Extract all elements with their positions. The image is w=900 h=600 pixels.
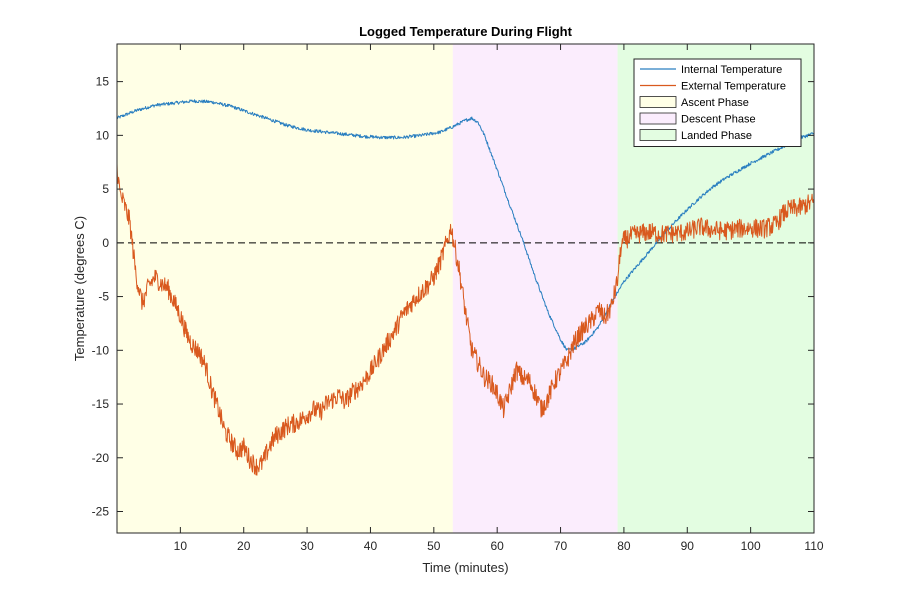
y-tick-label-3: -10 — [92, 343, 110, 357]
x-tick-label-7: 80 — [617, 539, 631, 553]
legend: Internal Temperature External Temperature… — [633, 58, 802, 147]
y-tick-label-4: -5 — [98, 290, 109, 304]
x-tick-label-4: 50 — [427, 539, 441, 553]
x-tick-label-8: 90 — [681, 539, 695, 553]
x-tick-label-2: 30 — [300, 539, 314, 553]
legend-swatch-patch-4 — [639, 129, 677, 141]
legend-swatch-patch-3 — [639, 112, 677, 125]
x-tick-label-3: 40 — [364, 539, 378, 553]
x-axis-ticks: 10 20 30 40 50 60 70 80 90 100 110 — [174, 44, 824, 553]
phase-region-1 — [452, 44, 618, 533]
x-tick-label-1: 20 — [237, 539, 251, 553]
x-axis-label: Time (minutes) — [422, 560, 508, 575]
x-tick-label-9: 100 — [741, 539, 761, 553]
x-tick-label-6: 70 — [554, 539, 568, 553]
legend-label-0: Internal Temperature — [681, 64, 782, 76]
y-tick-label-6: 5 — [102, 182, 109, 196]
series-line-1 — [117, 163, 814, 476]
y-axis-ticks: -25 -20 -15 -10 -5 0 5 10 15 — [92, 75, 814, 519]
series-lines — [117, 99, 814, 476]
x-tick-label-5: 60 — [491, 539, 505, 553]
x-tick-label-10: 110 — [804, 539, 823, 553]
y-tick-label-7: 10 — [96, 128, 110, 142]
y-tick-label-8: 15 — [96, 75, 110, 89]
y-tick-label-0: -25 — [92, 505, 110, 519]
legend-label-4: Landed Phase — [681, 130, 752, 142]
legend-label-3: Descent Phase — [681, 114, 756, 126]
legend-label-2: Ascent Phase — [681, 97, 749, 109]
legend-label-1: External Temperature — [681, 81, 786, 93]
plot-frame — [116, 43, 815, 534]
y-tick-label-5: 0 — [102, 236, 109, 250]
x-tick-label-0: 10 — [174, 539, 188, 553]
chart-title: Logged Temperature During Flight — [359, 24, 572, 39]
legend-swatch-patch-2 — [639, 96, 677, 108]
y-tick-label-1: -20 — [92, 451, 110, 465]
y-axis-label: Temperature (degrees C) — [72, 216, 87, 361]
y-tick-label-2: -15 — [92, 397, 110, 411]
series-line-0 — [117, 99, 814, 352]
